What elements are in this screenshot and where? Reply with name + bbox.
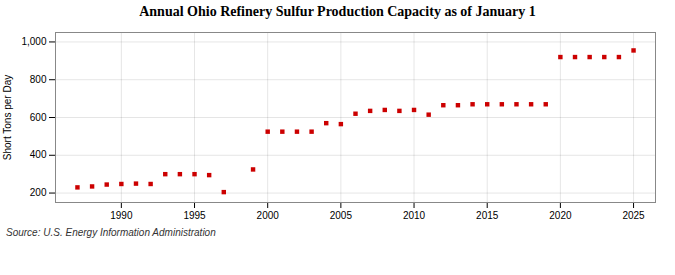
svg-text:800: 800 — [30, 74, 47, 85]
svg-text:2000: 2000 — [257, 210, 280, 221]
html-text:Annual Ohio Refinery Sulfur Pr: Annual Ohio Refinery Sulfur Production C… — [139, 4, 536, 19]
svg-text:Short Tons per Day: Short Tons per Day — [2, 75, 13, 160]
svg-text:400: 400 — [30, 149, 47, 160]
svg-text:2020: 2020 — [549, 210, 572, 221]
svg-text:1995: 1995 — [183, 210, 206, 221]
svg-text:2005: 2005 — [330, 210, 353, 221]
svg-text:1,000: 1,000 — [21, 36, 46, 47]
svg-text:600: 600 — [30, 112, 47, 123]
svg-text:1990: 1990 — [110, 210, 133, 221]
svg-text:2015: 2015 — [476, 210, 499, 221]
svg-text:2025: 2025 — [622, 210, 645, 221]
html-text:Source: U.S. Energy Informatio: Source: U.S. Energy Information Administ… — [6, 227, 216, 238]
svg-text:200: 200 — [30, 187, 47, 198]
svg-text:2010: 2010 — [403, 210, 426, 221]
